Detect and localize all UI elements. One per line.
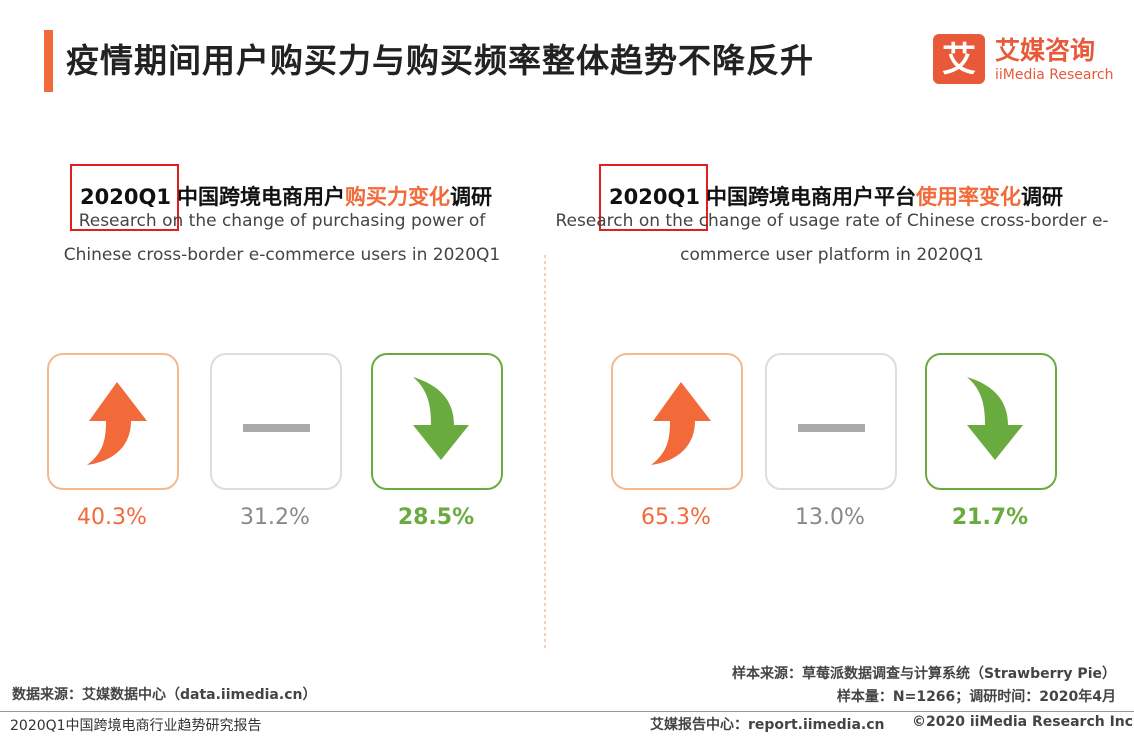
panel-period: 2020Q1 bbox=[601, 166, 706, 229]
footer-sample-size: 样本量：N=1266；调研时间：2020年4月 bbox=[836, 689, 1116, 705]
subtitle-line: Research on the change of purchasing pow… bbox=[78, 211, 486, 231]
logo-en: iiMedia Research bbox=[995, 67, 1114, 83]
subtitle-line: commerce user platform in 2020Q1 bbox=[680, 245, 984, 265]
footer-rule bbox=[0, 711, 1134, 712]
panel-title: 2020Q1 中国跨境电商用户平台使用率变化调研 bbox=[562, 166, 1102, 229]
footer-sample-source: 样本来源：草莓派数据调查与计算系统（Strawberry Pie） bbox=[732, 666, 1116, 682]
logo-name: 艾媒咨询 bbox=[995, 36, 1095, 65]
trend-icon bbox=[243, 424, 310, 432]
panel-title-tail: 调研 bbox=[449, 185, 492, 209]
trend-box bbox=[47, 353, 179, 490]
trend-box bbox=[210, 353, 342, 490]
panel-title-highlight: 购买力变化 bbox=[344, 185, 450, 209]
panel-subtitle: Research on the change of usage rate of … bbox=[552, 204, 1112, 272]
trend-box bbox=[765, 353, 897, 490]
trend-icon bbox=[651, 382, 711, 465]
panel-subtitle: Research on the change of purchasing pow… bbox=[2, 204, 562, 272]
percentage: 31.2% bbox=[240, 505, 310, 530]
subtitle-line: Research on the change of usage rate of … bbox=[555, 211, 1109, 231]
logo: 艾 艾媒咨询 iiMedia Research bbox=[933, 34, 1114, 84]
footer-source: 数据来源：艾媒数据中心（data.iimedia.cn） bbox=[12, 687, 317, 703]
footer-report: 2020Q1中国跨境电商行业趋势研究报告 bbox=[10, 718, 262, 734]
panel-title-tail: 调研 bbox=[1020, 185, 1063, 209]
panel-title: 2020Q1 中国跨境电商用户购买力变化调研 bbox=[12, 166, 552, 229]
trend-box bbox=[371, 353, 503, 490]
panel-title-lead: 中国跨境电商用户 bbox=[176, 185, 345, 209]
trend-icon bbox=[87, 382, 147, 465]
panel-period: 2020Q1 bbox=[72, 166, 177, 229]
panel-title-highlight: 使用率变化 bbox=[915, 185, 1021, 209]
footer-center: 艾媒报告中心：report.iimedia.cn bbox=[650, 717, 885, 733]
title-accent bbox=[44, 30, 53, 92]
percentage: 28.5% bbox=[397, 505, 475, 530]
logo-mark: 艾 bbox=[942, 40, 976, 80]
divider bbox=[544, 255, 546, 650]
footer-copyright: ©2020 iiMedia Research Inc bbox=[912, 714, 1134, 730]
logo-mark-bg bbox=[933, 34, 985, 84]
subtitle-line: Chinese cross-border e-commerce users in… bbox=[63, 245, 501, 265]
trend-icon bbox=[413, 377, 469, 460]
trend-box bbox=[611, 353, 743, 490]
trend-icon bbox=[798, 424, 865, 432]
percentage: 13.0% bbox=[795, 505, 865, 530]
page-title: 疫情期间用户购买力与购买频率整体趋势不降反升 bbox=[66, 41, 814, 80]
percentage: 40.3% bbox=[77, 505, 147, 530]
trend-icon bbox=[967, 377, 1023, 460]
panel-title-lead: 中国跨境电商用户平台 bbox=[705, 185, 916, 209]
trend-box bbox=[925, 353, 1057, 490]
percentage: 21.7% bbox=[951, 505, 1029, 530]
percentage: 65.3% bbox=[641, 505, 711, 530]
